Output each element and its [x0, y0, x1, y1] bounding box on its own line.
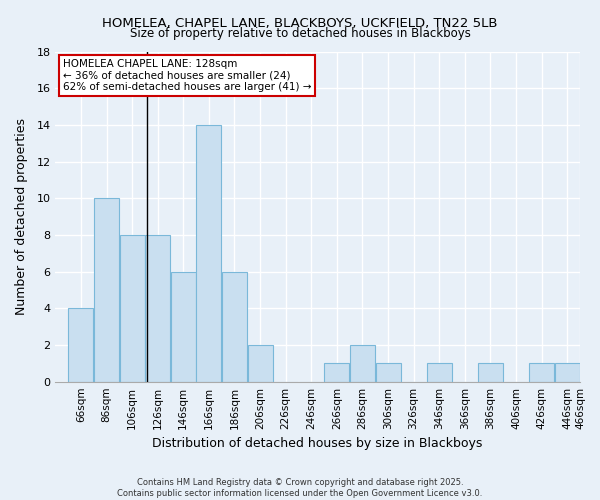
Bar — [325, 364, 349, 382]
Text: Size of property relative to detached houses in Blackboys: Size of property relative to detached ho… — [130, 28, 470, 40]
X-axis label: Distribution of detached houses by size in Blackboys: Distribution of detached houses by size … — [152, 437, 483, 450]
Text: HOMELEA, CHAPEL LANE, BLACKBOYS, UCKFIELD, TN22 5LB: HOMELEA, CHAPEL LANE, BLACKBOYS, UCKFIEL… — [102, 18, 498, 30]
Y-axis label: Number of detached properties: Number of detached properties — [15, 118, 28, 315]
Bar — [529, 364, 554, 382]
Bar — [248, 345, 272, 382]
Bar — [145, 235, 170, 382]
Bar — [350, 345, 375, 382]
Bar — [555, 364, 580, 382]
Bar — [94, 198, 119, 382]
Text: HOMELEA CHAPEL LANE: 128sqm
← 36% of detached houses are smaller (24)
62% of sem: HOMELEA CHAPEL LANE: 128sqm ← 36% of det… — [63, 59, 311, 92]
Bar — [171, 272, 196, 382]
Bar — [376, 364, 401, 382]
Bar — [427, 364, 452, 382]
Text: Contains HM Land Registry data © Crown copyright and database right 2025.
Contai: Contains HM Land Registry data © Crown c… — [118, 478, 482, 498]
Bar — [478, 364, 503, 382]
Bar — [119, 235, 145, 382]
Bar — [68, 308, 94, 382]
Bar — [222, 272, 247, 382]
Bar — [196, 125, 221, 382]
